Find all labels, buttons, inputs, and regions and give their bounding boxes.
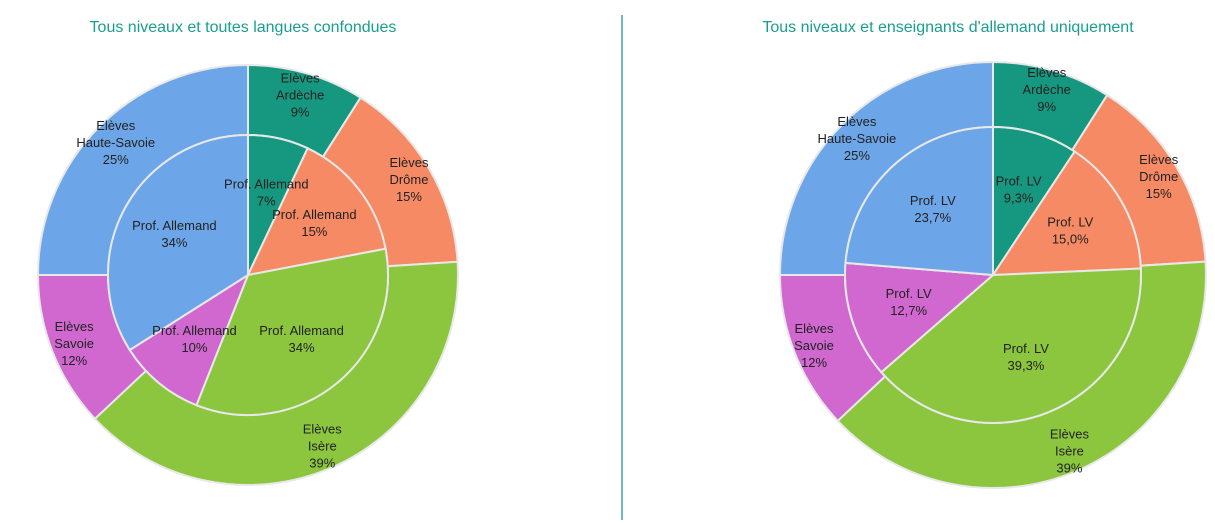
label-line: Prof. Allemand — [152, 323, 237, 338]
label-line: Isère — [1055, 444, 1084, 459]
label-line: 9% — [291, 104, 310, 119]
label-line: Ardèche — [276, 87, 324, 102]
label-line: Elèves — [1139, 152, 1179, 167]
inner-slice — [107, 133, 249, 352]
outer-label: Elèves Haute-Savoie 25% — [76, 118, 155, 167]
inner-label: Prof. Allemand 10% — [152, 323, 237, 355]
outer-label: Elèves Savoie 12% — [54, 319, 94, 368]
label-line: 34% — [289, 340, 315, 355]
label-line: Prof. LV — [996, 173, 1042, 188]
label-line: 15% — [396, 189, 422, 204]
label-line: Savoie — [794, 338, 834, 353]
inner-slice — [992, 125, 1077, 279]
label-line: Prof. Allemand — [259, 323, 344, 338]
label-line: Savoie — [54, 336, 94, 351]
label-line: 10% — [181, 340, 207, 355]
label-line: 12% — [61, 353, 87, 368]
outer-label: Elèves Ardèche 9% — [1022, 65, 1070, 114]
label-line: 39% — [309, 456, 335, 471]
inner-slice — [195, 247, 389, 416]
label-line: Ardèche — [1022, 82, 1070, 97]
label-line: Prof. LV — [1003, 341, 1049, 356]
label-line: 34% — [161, 235, 187, 250]
outer-label: Elèves Drôme 15% — [389, 155, 429, 204]
label-line: Prof. LV — [910, 193, 956, 208]
inner-label: Prof. LV 39,3% — [1003, 341, 1049, 373]
label-line: Elèves — [389, 155, 429, 170]
label-line: 9,3% — [1004, 190, 1034, 205]
inner-slice — [991, 150, 1142, 277]
label-line: 39,3% — [1008, 358, 1045, 373]
label-line: Prof. LV — [886, 286, 932, 301]
label-line: Drôme — [1139, 169, 1178, 184]
chart-title: Tous niveaux et toutes langues confondue… — [90, 19, 397, 36]
inner-label: Prof. LV 9,3% — [996, 173, 1042, 205]
label-line: Elèves — [1027, 65, 1067, 80]
label-line: Elèves — [837, 114, 877, 129]
label-line: Elèves — [96, 118, 136, 133]
label-line: Elèves — [795, 321, 835, 336]
outer-label: Elèves Isère 39% — [303, 422, 343, 471]
label-line: Prof. Allemand — [272, 207, 357, 222]
label-line: 12,7% — [890, 303, 927, 318]
label-line: 12% — [801, 355, 827, 370]
outer-label: Elèves Ardèche 9% — [276, 70, 324, 119]
inner-label: Prof. Allemand 34% — [132, 218, 217, 250]
label-line: 25% — [103, 152, 129, 167]
chart-title: Tous niveaux et enseignants d'allemand u… — [762, 19, 1134, 36]
label-line: 15,0% — [1052, 232, 1089, 247]
outer-label: Elèves Haute-Savoie 25% — [817, 114, 896, 163]
outer-label: Elèves Drôme 15% — [1139, 152, 1179, 201]
label-line: Prof. LV — [1047, 215, 1093, 230]
inner-slice — [246, 146, 387, 277]
label-line: Haute-Savoie — [817, 131, 896, 146]
label-line: 15% — [1146, 186, 1172, 201]
inner-label: Prof. LV 12,7% — [886, 286, 932, 318]
label-line: Isère — [308, 439, 337, 454]
label-line: Elèves — [1050, 427, 1090, 442]
label-line: Elèves — [281, 70, 321, 85]
label-line: 25% — [844, 148, 870, 163]
inner-slice — [844, 261, 996, 374]
inner-label: Prof. Allemand 7% — [224, 177, 309, 209]
label-line: Haute-Savoie — [76, 135, 155, 150]
inner-label: Prof. Allemand 15% — [272, 207, 357, 239]
label-line: Prof. Allemand — [224, 177, 309, 192]
label-line: Elèves — [55, 319, 95, 334]
outer-label: Elèves Isère 39% — [1050, 427, 1090, 476]
label-line: Drôme — [389, 172, 428, 187]
inner-label: Prof. LV 15,0% — [1047, 215, 1093, 247]
inner-slice — [879, 267, 1142, 424]
label-line: Prof. Allemand — [132, 218, 217, 233]
label-line: 9% — [1037, 99, 1056, 114]
inner-label: Prof. LV 23,7% — [910, 193, 956, 225]
label-line: 15% — [301, 224, 327, 239]
label-line: 7% — [257, 194, 276, 209]
inner-label: Prof. Allemand 34% — [259, 323, 344, 355]
label-line: 23,7% — [914, 210, 951, 225]
label-line: Elèves — [303, 422, 343, 437]
label-line: 39% — [1056, 461, 1082, 476]
inner-slice — [128, 272, 251, 407]
outer-label: Elèves Savoie 12% — [794, 321, 834, 370]
inner-slice — [844, 125, 994, 277]
